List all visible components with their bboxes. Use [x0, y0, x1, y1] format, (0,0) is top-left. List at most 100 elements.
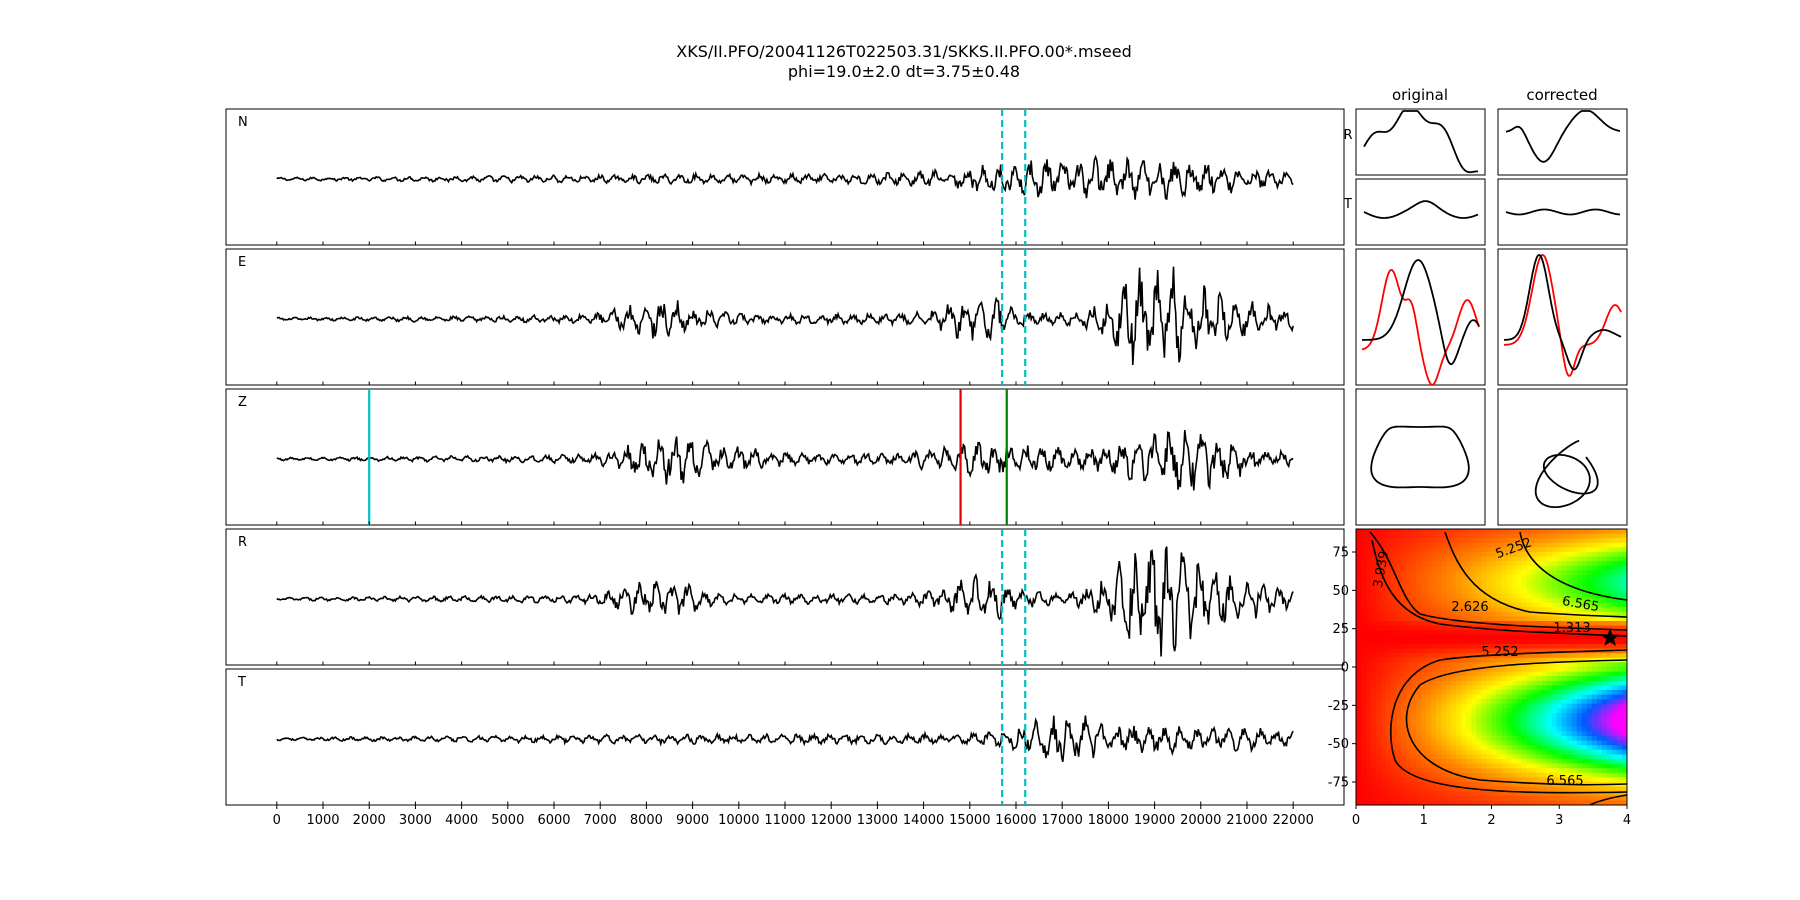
error-surface-cell — [1356, 680, 1362, 686]
error-surface-cell — [1566, 533, 1573, 539]
error-surface-cell — [1591, 542, 1598, 548]
error-surface-cell — [1466, 538, 1473, 544]
error-surface-cell — [1421, 593, 1427, 599]
error-surface-cell — [1366, 800, 1372, 805]
error-surface-cell — [1386, 713, 1392, 719]
error-surface-cell — [1556, 639, 1563, 645]
error-surface-cell — [1506, 556, 1513, 562]
error-surface-cell — [1441, 795, 1447, 801]
error-surface-cell — [1361, 722, 1367, 728]
error-surface-cell — [1451, 722, 1457, 728]
error-surface-cell — [1476, 699, 1483, 705]
error-surface-cell — [1436, 547, 1442, 553]
error-surface-cell — [1381, 584, 1387, 590]
error-surface-cell — [1591, 795, 1598, 801]
error-surface-cell — [1541, 616, 1548, 622]
error-surface-cell — [1526, 763, 1533, 769]
error-surface-cell — [1506, 593, 1513, 599]
error-surface-cell — [1511, 529, 1518, 535]
error-surface-cell — [1531, 759, 1538, 765]
error-surface-cell — [1546, 759, 1553, 765]
error-surface-cell — [1426, 694, 1432, 700]
error-surface-cell — [1426, 657, 1432, 663]
error-surface-cell — [1596, 579, 1603, 585]
error-surface-cell — [1546, 703, 1553, 709]
error-surface-cell — [1591, 561, 1598, 567]
error-surface-cell — [1456, 740, 1462, 746]
error-surface-cell — [1361, 584, 1367, 590]
error-surface-cell — [1576, 593, 1583, 599]
error-surface-cell — [1401, 630, 1407, 636]
error-surface-cell — [1451, 694, 1457, 700]
error-surface-cell — [1616, 685, 1623, 691]
error-surface-cell — [1421, 648, 1427, 654]
error-surface-cell — [1481, 731, 1488, 737]
error-surface-cell — [1546, 800, 1553, 805]
error-surface-cell — [1366, 699, 1372, 705]
error-surface-cell — [1486, 634, 1493, 640]
error-surface-cell — [1461, 749, 1468, 755]
error-surface-cell — [1606, 607, 1613, 613]
error-surface-cell — [1601, 570, 1608, 576]
x-tick-label: 8000 — [630, 813, 663, 828]
error-surface-cell — [1366, 556, 1372, 562]
error-surface-cell — [1571, 795, 1578, 801]
error-surface-cell — [1516, 639, 1523, 645]
error-surface-cell — [1596, 588, 1603, 594]
error-surface-cell — [1501, 579, 1508, 585]
error-surface-cell — [1376, 630, 1382, 636]
error-surface-cell — [1441, 565, 1447, 571]
error-surface-cell — [1466, 598, 1473, 604]
error-surface-cell — [1611, 777, 1618, 783]
error-surface-cell — [1451, 639, 1457, 645]
error-surface-cell — [1506, 768, 1513, 774]
overlay-panel-corrected — [1497, 248, 1628, 386]
error-surface-cell — [1441, 759, 1447, 765]
error-surface-cell — [1511, 745, 1518, 751]
error-surface-cell — [1596, 653, 1603, 659]
channel-label-z: Z — [238, 395, 247, 410]
error-surface-cell — [1551, 726, 1558, 732]
error-surface-cell — [1601, 754, 1608, 760]
error-surface-cell — [1366, 547, 1372, 553]
error-surface-cell — [1471, 740, 1478, 746]
error-surface-cell — [1456, 680, 1462, 686]
error-surface-cell — [1431, 639, 1437, 645]
error-surface-cell — [1561, 777, 1568, 783]
error-surface-cell — [1611, 561, 1618, 567]
error-surface-cell — [1476, 736, 1483, 742]
error-surface-cell — [1446, 575, 1452, 581]
error-surface-cell — [1441, 575, 1447, 581]
error-surface-cell — [1441, 625, 1447, 631]
error-surface-cell — [1391, 680, 1397, 686]
error-surface-cell — [1386, 754, 1392, 760]
error-surface-cell — [1441, 708, 1447, 714]
error-surface-cell — [1391, 736, 1397, 742]
error-surface-cell — [1516, 795, 1523, 801]
error-surface-cell — [1496, 676, 1503, 682]
error-surface-cell — [1576, 621, 1583, 627]
error-surface-cell — [1366, 759, 1372, 765]
error-surface-cell — [1411, 676, 1417, 682]
error-surface-cell — [1401, 552, 1407, 558]
error-surface-cell — [1601, 529, 1608, 535]
error-surface-cell — [1596, 763, 1603, 769]
error-surface-cell — [1476, 791, 1483, 797]
error-surface-cell — [1491, 740, 1498, 746]
error-surface-cell — [1546, 616, 1553, 622]
error-surface-cell — [1381, 685, 1387, 691]
error-surface-cell — [1446, 547, 1452, 553]
error-surface-cell — [1391, 763, 1397, 769]
error-surface-cell — [1421, 694, 1427, 700]
error-surface-cell — [1441, 538, 1447, 544]
error-surface-cell — [1451, 542, 1457, 548]
error-surface-cell — [1521, 648, 1528, 654]
error-surface-cell — [1476, 754, 1483, 760]
x-tick-label: 2000 — [353, 813, 386, 828]
error-surface-cell — [1411, 749, 1417, 755]
error-surface-cell — [1581, 542, 1588, 548]
error-surface-cell — [1621, 676, 1627, 682]
error-surface-cell — [1471, 736, 1478, 742]
error-surface-cell — [1501, 763, 1508, 769]
error-surface-cell — [1546, 639, 1553, 645]
